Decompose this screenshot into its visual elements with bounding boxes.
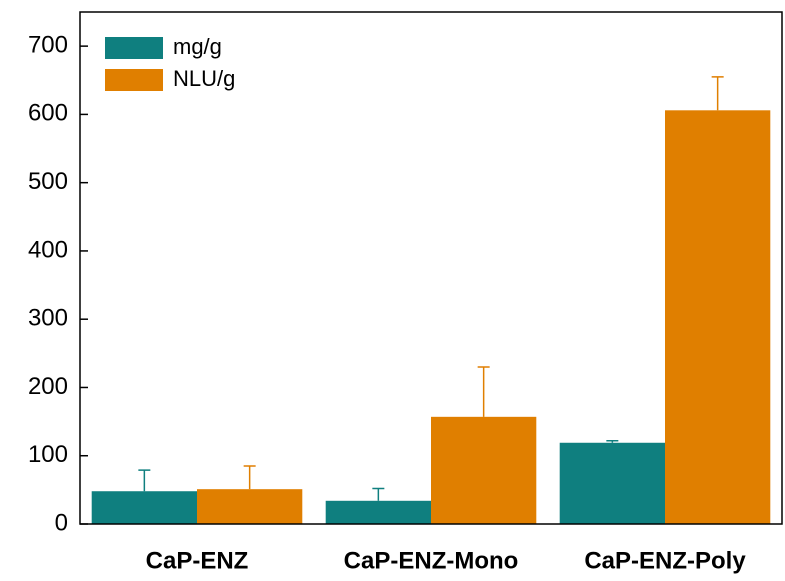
legend-swatch	[105, 69, 163, 91]
error-bar	[711, 76, 724, 111]
y-tick-label: 400	[28, 236, 68, 263]
y-tick-label: 200	[28, 373, 68, 400]
x-tick-label: CaP-ENZ	[146, 547, 249, 574]
y-tick-label: 600	[28, 100, 68, 127]
x-tick-label: CaP-ENZ-Mono	[344, 547, 519, 574]
bar	[559, 442, 665, 524]
x-tick-label: CaP-ENZ-Poly	[584, 547, 746, 574]
bar	[665, 110, 771, 524]
y-tick-label: 100	[28, 441, 68, 468]
y-tick-label: 500	[28, 168, 68, 195]
error-bar	[606, 439, 619, 443]
error-bar	[138, 469, 151, 492]
bar	[431, 416, 537, 524]
error-bar	[477, 366, 490, 417]
legend-swatch	[105, 37, 163, 59]
bar	[325, 500, 431, 524]
y-tick-label: 300	[28, 305, 68, 332]
y-tick-label: 700	[28, 31, 68, 58]
bar	[197, 489, 303, 524]
legend-label: mg/g	[173, 34, 222, 59]
plot-frame	[79, 11, 783, 525]
error-bar	[243, 465, 256, 490]
y-tick-label: 0	[55, 509, 68, 536]
error-bar	[372, 487, 385, 501]
legend-label: NLU/g	[173, 66, 235, 91]
bar	[91, 491, 197, 524]
